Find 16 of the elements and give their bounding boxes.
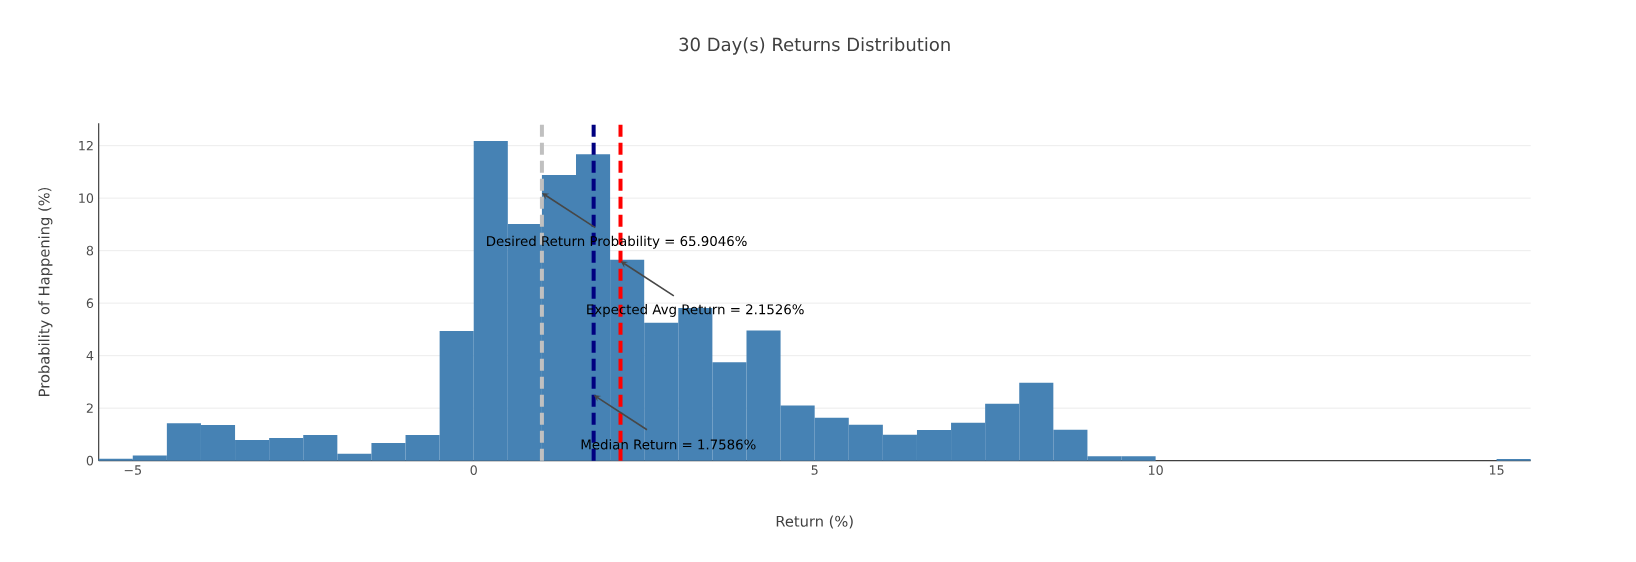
y-tick-label: 8 (86, 245, 94, 256)
y-tick-label: 12 (79, 140, 93, 151)
y-tick-label: 6 (86, 298, 94, 308)
x-tick-label: 5 (811, 465, 818, 475)
y-tick-label: 4 (86, 351, 94, 361)
y-tick-label: 2 (86, 403, 93, 413)
y-tick-label: 0 (86, 455, 94, 466)
x-tick-label: 0 (470, 465, 477, 475)
chart-title: 30 Day(s) Returns Distribution (679, 37, 950, 55)
x-tick-label: 10 (1148, 465, 1163, 475)
y-axis-title: Probability of Happening (%) (38, 187, 53, 396)
x-tick-label: −5 (124, 465, 142, 475)
x-axis-title: Return (%) (776, 515, 853, 529)
x-tick-label: 15 (1489, 465, 1504, 475)
y-tick-label: 10 (79, 193, 94, 203)
annotation: Median Return = 1.7586% (581, 439, 756, 450)
